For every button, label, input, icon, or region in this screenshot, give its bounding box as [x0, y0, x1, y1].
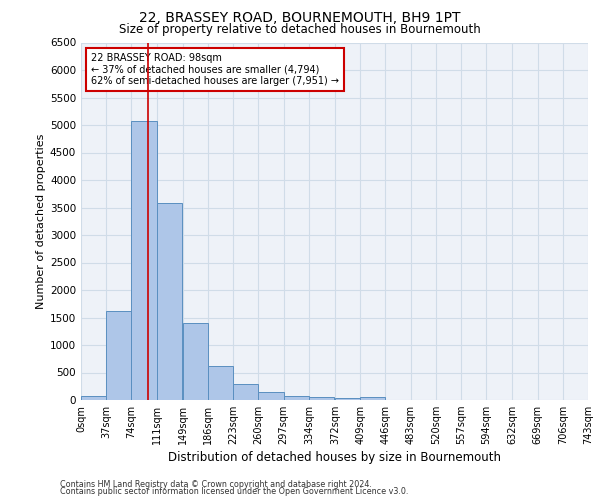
Bar	[309, 397, 334, 400]
Text: Size of property relative to detached houses in Bournemouth: Size of property relative to detached ho…	[119, 22, 481, 36]
Text: 22 BRASSEY ROAD: 98sqm
← 37% of detached houses are smaller (4,794)
62% of semi-: 22 BRASSEY ROAD: 98sqm ← 37% of detached…	[91, 53, 339, 86]
Bar	[284, 396, 309, 400]
X-axis label: Distribution of detached houses by size in Bournemouth: Distribution of detached houses by size …	[168, 452, 501, 464]
Bar	[335, 398, 360, 400]
Text: Contains public sector information licensed under the Open Government Licence v3: Contains public sector information licen…	[60, 487, 409, 496]
Y-axis label: Number of detached properties: Number of detached properties	[36, 134, 46, 309]
Bar	[81, 396, 106, 400]
Bar	[233, 384, 259, 400]
Bar	[157, 203, 182, 400]
Bar	[360, 397, 385, 400]
Text: Contains HM Land Registry data © Crown copyright and database right 2024.: Contains HM Land Registry data © Crown c…	[60, 480, 372, 489]
Text: 22, BRASSEY ROAD, BOURNEMOUTH, BH9 1PT: 22, BRASSEY ROAD, BOURNEMOUTH, BH9 1PT	[139, 11, 461, 25]
Bar	[182, 323, 208, 400]
Bar	[106, 311, 131, 400]
Bar	[208, 366, 233, 400]
Bar	[259, 392, 284, 400]
Bar	[131, 120, 157, 400]
